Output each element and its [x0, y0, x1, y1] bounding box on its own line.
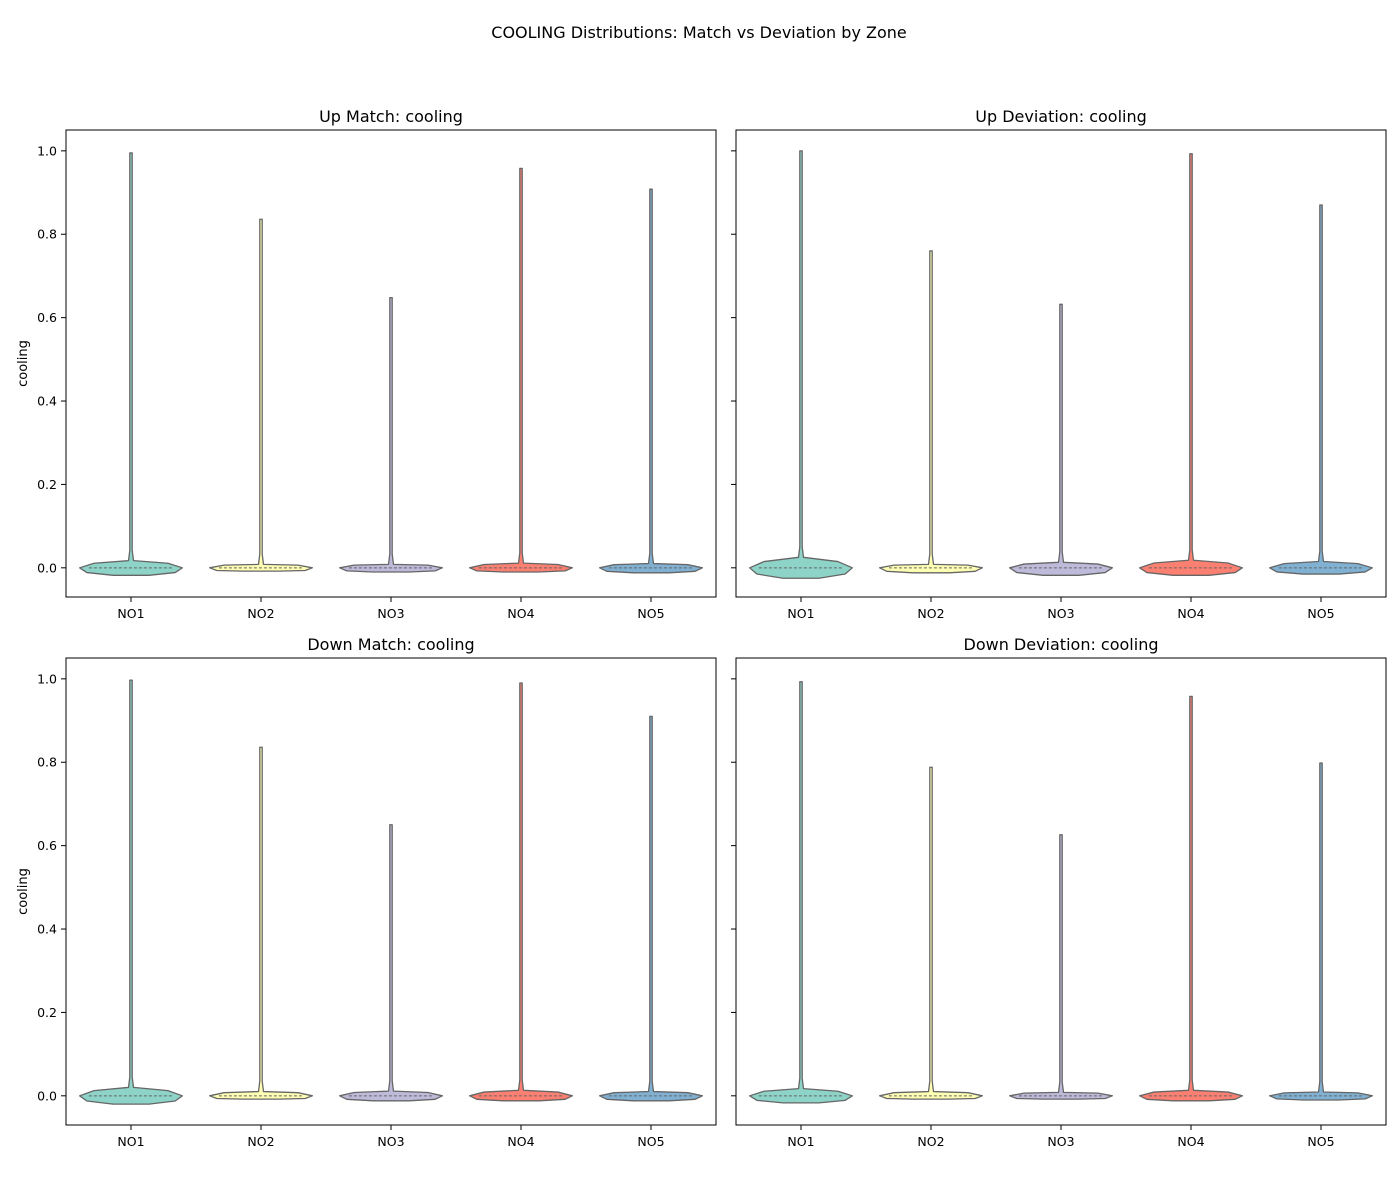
- y-tick-label: 0.2: [37, 477, 57, 492]
- violin-no1: [79, 679, 183, 1105]
- y-tick-label: 0.4: [37, 922, 57, 937]
- violin-no5: [599, 188, 703, 574]
- violin-no5: [1269, 762, 1373, 1101]
- violin-no3: [1009, 303, 1113, 576]
- violin-no1: [749, 150, 853, 579]
- x-tick-label: NO4: [1177, 606, 1204, 621]
- y-tick-label: 0.2: [37, 1005, 57, 1020]
- x-tick-label: NO1: [787, 606, 814, 621]
- violin-no1: [79, 152, 183, 576]
- violin-no4: [1139, 153, 1243, 576]
- violin-no3: [339, 296, 443, 573]
- subplot-4: Down Deviation: cooling NO1 NO2 NO3 NO4 NO5: [731, 635, 1387, 1149]
- x-tick-label: NO4: [507, 606, 534, 621]
- violin-no1: [749, 681, 853, 1104]
- x-tick-label: NO5: [637, 606, 664, 621]
- y-tick-label: 1.0: [37, 143, 57, 158]
- y-tick-label: 0.4: [37, 394, 57, 409]
- violin-no2: [209, 218, 313, 572]
- x-tick-label: NO1: [117, 1134, 144, 1149]
- violin-no5: [1269, 204, 1373, 575]
- violin-no3: [339, 824, 443, 1102]
- x-tick-label: NO1: [117, 606, 144, 621]
- subplot-title: Up Match: cooling: [319, 107, 463, 126]
- x-tick-label: NO2: [917, 1134, 944, 1149]
- y-tick-label: 0.0: [37, 560, 57, 575]
- subplot-title: Up Deviation: cooling: [975, 107, 1147, 126]
- x-tick-label: NO3: [1047, 606, 1074, 621]
- x-tick-label: NO3: [1047, 1134, 1074, 1149]
- plot-frame: [65, 129, 717, 598]
- y-tick-label: 0.8: [37, 755, 57, 770]
- violin-no4: [469, 167, 573, 573]
- plot-frame: [735, 657, 1387, 1126]
- violin-no4: [469, 682, 573, 1102]
- violin-no3: [1009, 834, 1113, 1100]
- subplot-2: Up Deviation: cooling NO1 NO2 NO3 NO4 NO5: [731, 107, 1387, 621]
- subplot-3: Down Match: cooling cooling 0.0 0.2 0.4 0.6 0.…: [16, 635, 717, 1149]
- y-axis-label: cooling: [16, 868, 31, 915]
- violin-no2: [879, 250, 983, 574]
- subplot-title: Down Match: cooling: [307, 635, 474, 654]
- x-tick-label: NO2: [917, 606, 944, 621]
- x-tick-label: NO5: [1307, 606, 1334, 621]
- violin-no2: [209, 746, 313, 1100]
- figure-suptitle: COOLING Distributions: Match vs Deviatio…: [491, 23, 906, 42]
- subplot-1: Up Match: cooling cooling 0.0 0.2 0.4 0.6 0.8 1…: [16, 107, 717, 621]
- x-tick-label: NO3: [377, 1134, 404, 1149]
- y-tick-label: 0.8: [37, 227, 57, 242]
- subplot-grid: Up Match: cooling cooling 0.0 0.2 0.4 0.6 0.8 1…: [16, 107, 1387, 1149]
- x-tick-label: NO5: [1307, 1134, 1334, 1149]
- x-tick-label: NO3: [377, 606, 404, 621]
- x-tick-label: NO2: [247, 1134, 274, 1149]
- violin-no4: [1139, 695, 1243, 1102]
- x-tick-label: NO4: [1177, 1134, 1204, 1149]
- plot-frame: [735, 129, 1387, 598]
- x-tick-label: NO4: [507, 1134, 534, 1149]
- y-axis-label: cooling: [16, 340, 31, 387]
- y-tick-label: 0.6: [37, 838, 57, 853]
- violin-no2: [879, 766, 983, 1100]
- x-tick-label: NO5: [637, 1134, 664, 1149]
- violin-no5: [599, 715, 703, 1102]
- x-tick-label: NO1: [787, 1134, 814, 1149]
- y-tick-label: 1.0: [37, 671, 57, 686]
- plot-frame: [65, 657, 717, 1126]
- subplot-title: Down Deviation: cooling: [964, 635, 1159, 654]
- y-tick-label: 0.6: [37, 310, 57, 325]
- x-tick-label: NO2: [247, 606, 274, 621]
- y-tick-label: 0.0: [37, 1088, 57, 1103]
